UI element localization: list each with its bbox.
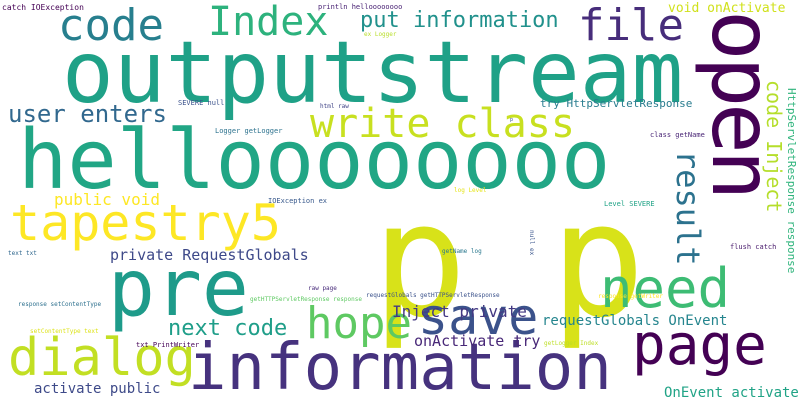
word-p-small: p — [510, 117, 514, 123]
word-ex-logger: ex Logger — [364, 31, 397, 38]
word-p-p: p p — [372, 169, 645, 353]
word-ioexception-ex: IOException ex — [268, 197, 328, 205]
word-open: open — [693, 10, 791, 197]
word-httpservletresponse-response: HttpServletResponse response — [785, 88, 798, 274]
word-public-void: public void — [54, 190, 160, 209]
word-next-code: next code — [168, 316, 288, 341]
word-text-txt: text txt — [8, 250, 37, 257]
word-tapestry5: tapestry5 — [10, 194, 281, 252]
word-txt-printwriter: txt PrintWriter — [136, 341, 200, 349]
word-requestglobals-onevent: requestGlobals OnEvent — [542, 313, 728, 329]
word-log-level: log Level — [454, 187, 487, 194]
word-onevent-activate: OnEvent activate — [664, 385, 799, 400]
word-helloooooooo: helloooooooo — [18, 113, 611, 208]
word-null-ex: null ex — [528, 230, 535, 256]
word-response-getwriter: response getWriter — [598, 293, 664, 300]
word-getname-log: getName log — [442, 248, 482, 255]
word-catch-ioexception: catch IOException — [2, 3, 84, 12]
word-html-raw: html raw — [320, 103, 349, 110]
word-response-setcontenttype: response setContentType — [18, 301, 102, 308]
word-outputstream: outputstream — [62, 23, 684, 123]
word-onactivate-try: onActivate try — [414, 332, 541, 350]
word-flush-catch: flush catch — [730, 243, 777, 251]
word-code: code — [58, 0, 164, 51]
word-level-severe: Level SEVERE — [604, 200, 655, 208]
word-code-inject: code Inject — [762, 80, 786, 213]
word-dialog: dialog — [8, 328, 196, 388]
word-logger-getlogger: Logger getLogger — [215, 127, 283, 135]
word-raw-page: raw page — [308, 285, 337, 292]
word-need: need — [600, 257, 731, 320]
word-file: file — [578, 0, 684, 51]
word-severe-null: SEVERE null — [178, 99, 225, 107]
word-void-onactivate: void onActivate — [668, 1, 786, 16]
word-gethttpservletresponse-response: getHTTPServletResponse response — [250, 296, 362, 303]
word-pre: pre — [108, 244, 249, 334]
word-activate-public: activate public — [34, 381, 161, 397]
word-setcontenttype-text: setContentType text — [30, 328, 99, 335]
word-information: information — [188, 331, 612, 400]
word-println-helloooooooo: println helloooooooo — [318, 3, 403, 11]
word-hope: hope — [306, 298, 412, 349]
word-page: page — [632, 313, 767, 378]
word-getlogger-index: getLogger Index — [544, 340, 599, 347]
word-result: result — [669, 150, 707, 266]
word-try-httpservletresponse: try HttpServletResponse — [540, 97, 693, 110]
word-write-class: write class — [310, 101, 575, 147]
word-class-getname: class getName — [650, 131, 705, 139]
word-save: save — [418, 288, 539, 346]
word-user-enters: user enters — [8, 100, 167, 128]
word-put-information: put information — [360, 8, 559, 33]
word-inject-private: Inject private — [392, 302, 527, 321]
word-private-requestglobals: private RequestGlobals — [110, 246, 309, 264]
word-index: Index — [208, 0, 329, 45]
word-requestglobals-gethttpservletresponse: requestGlobals getHTTPServletResponse — [366, 292, 500, 299]
